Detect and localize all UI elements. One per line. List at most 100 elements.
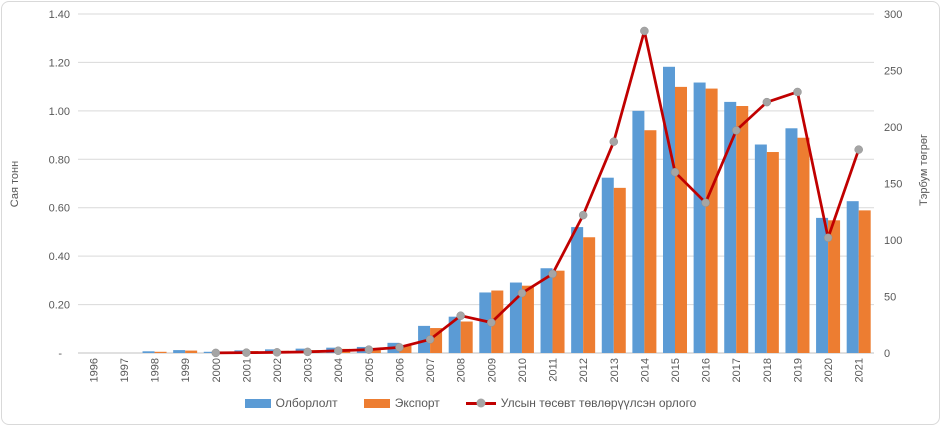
bar-export-2007	[430, 328, 443, 353]
production-swatch-icon	[244, 398, 271, 408]
legend-label-budget-revenue: Улсын төсөвт төвлөрүүлсэн орлого	[500, 396, 697, 410]
marker-budget-revenue-2011	[548, 269, 557, 279]
bar-export-2017	[736, 106, 749, 353]
left-axis-title: Сая тонн	[9, 161, 21, 207]
marker-budget-revenue-2008	[456, 311, 465, 320]
bar-export-2010	[521, 285, 534, 353]
marker-budget-revenue-2003	[303, 347, 312, 357]
marker-budget-revenue-2013	[609, 137, 619, 146]
x-axis-label: 2017	[731, 358, 743, 382]
budget-revenue-line-swatch-icon	[465, 398, 496, 408]
bar-production-2021	[846, 201, 859, 353]
bar-production-2000	[203, 351, 216, 353]
x-axis-label: 2011	[548, 358, 560, 382]
marker-budget-revenue-2017	[731, 126, 741, 135]
x-axis-label: 2000	[211, 358, 223, 382]
x-axis-label: 1996	[88, 358, 100, 382]
bar-export-1999	[185, 350, 198, 353]
bar-production-2019	[785, 128, 798, 353]
right-axis-tick: 50	[884, 292, 896, 304]
marker-budget-revenue-2000	[211, 348, 221, 358]
bar-production-2018	[754, 144, 767, 353]
marker-budget-revenue-2014	[640, 26, 649, 36]
marker-budget-revenue-2018	[762, 97, 772, 107]
x-axis-label: 2012	[578, 358, 590, 382]
right-axis-tick: 250	[884, 66, 902, 78]
bar-production-2011	[540, 268, 553, 353]
x-axis-label: 2015	[670, 358, 682, 382]
bar-production-2013	[601, 177, 614, 353]
marker-budget-revenue-2006	[395, 343, 404, 352]
bar-export-2011	[552, 270, 565, 353]
x-axis-label: 1999	[180, 358, 192, 382]
bar-export-2012	[583, 237, 596, 353]
legend-item-budget-revenue: Улсын төсөвт төвлөрүүлсэн орлого	[465, 396, 697, 410]
left-axis-tick: 0.40	[49, 251, 70, 263]
marker-budget-revenue-2001	[242, 348, 251, 357]
bar-export-2018	[766, 152, 779, 353]
bar-export-2014	[644, 130, 657, 353]
x-axis-label: 2002	[272, 358, 284, 382]
marker-budget-revenue-2012	[578, 210, 588, 220]
x-axis-label: 2010	[517, 358, 529, 382]
bar-production-2020	[816, 217, 829, 353]
left-axis-tick: 1.40	[49, 9, 70, 21]
left-axis-tick: 0.80	[49, 154, 70, 166]
line-budget-revenue	[214, 29, 861, 355]
bar-export-2013	[613, 187, 626, 353]
x-axis-label: 2003	[303, 358, 315, 382]
bar-production-2012	[571, 227, 584, 353]
bar-export-2016	[705, 88, 718, 353]
x-axis-label: 2016	[701, 358, 713, 382]
marker-budget-revenue-2009	[487, 318, 496, 327]
export-swatch-icon	[363, 398, 390, 408]
budget-revenue-marker-icon	[476, 398, 486, 408]
x-axis-label: 2007	[425, 358, 437, 382]
legend-label-export: Экспорт	[394, 396, 440, 410]
bar-production-1998	[142, 351, 155, 353]
marker-budget-revenue-2020	[823, 233, 833, 242]
bar-export-2009	[491, 290, 504, 353]
x-axis-label: 2005	[364, 358, 376, 382]
marker-budget-revenue-2010	[517, 288, 527, 298]
x-axis-label: 2019	[792, 358, 804, 382]
marker-budget-revenue-2005	[364, 345, 374, 354]
marker-budget-revenue-2021	[854, 145, 863, 154]
plot-area: - 0.20 0.40 0.60 0.80 1.00 1.20 1.40 0 50 100 150 20…	[49, 9, 903, 382]
x-axis-label: 2004	[333, 358, 345, 382]
x-axis-label: 1998	[150, 358, 162, 382]
legend-label-production: Олборлолт	[275, 396, 338, 410]
x-axis-label: 1997	[119, 358, 131, 382]
legend-item-export: Экспорт	[363, 396, 440, 410]
left-axis-tick: 0.20	[49, 300, 70, 312]
right-axis-tick: 0	[884, 348, 890, 360]
marker-budget-revenue-2004	[333, 346, 343, 355]
bar-production-2008	[448, 316, 461, 353]
bar-export-2008	[460, 321, 473, 353]
bar-production-2009	[479, 292, 492, 353]
right-axis-tick: 300	[884, 9, 902, 21]
bar-production-2017	[724, 101, 737, 353]
bar-production-1999	[173, 350, 186, 353]
marker-budget-revenue-2016	[701, 198, 710, 207]
x-axis-label: 2008	[456, 358, 468, 382]
marker-budget-revenue-2015	[670, 167, 680, 177]
bar-production-2014	[632, 110, 645, 353]
marker-budget-revenue-2002	[272, 348, 282, 357]
x-axis-label: 2001	[241, 358, 253, 382]
bar-production-2015	[663, 66, 675, 353]
bar-export-2020	[828, 220, 841, 353]
right-axis-tick: 100	[884, 235, 902, 247]
right-axis-title: Тэрбум төгрөг	[918, 134, 930, 206]
marker-budget-revenue-2019	[793, 87, 802, 97]
left-axis-tick: 1.20	[49, 57, 70, 69]
x-axis-label: 2020	[823, 358, 835, 382]
bar-production-2007	[418, 325, 431, 353]
x-axis-label: 2006	[394, 358, 406, 382]
x-axis-label: 2021	[854, 358, 866, 382]
bar-export-1998	[154, 351, 167, 353]
x-axis-label: 2018	[762, 358, 774, 382]
x-axis-label: 2014	[639, 358, 651, 382]
legend: Олборлолт Экспорт Улсын төсөвт төвлөрүүл…	[0, 394, 941, 412]
